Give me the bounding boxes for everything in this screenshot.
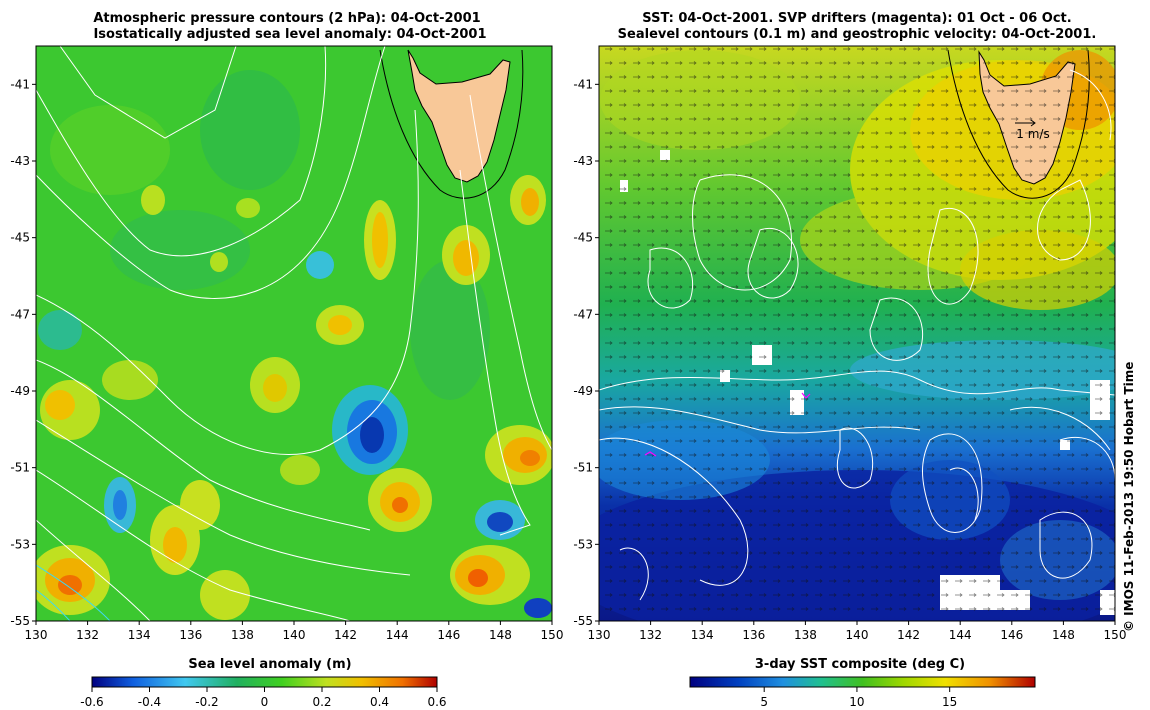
left-lon-tick-label: 136 [179,628,202,642]
right-lat-tick-label: -51 [573,461,593,475]
velocity-scale: 1 m/s [1015,119,1050,141]
sst-colorbar-tick-label: 5 [760,695,768,709]
right-lat-axis: -41 -43 -45 -47 -49 -51 -53 -55 [573,77,599,628]
left-colorbar-label: Sea level anomaly (m) [188,657,351,672]
left-lat-tick-label: -53 [10,537,30,551]
left-lon-tick-label: 132 [76,628,99,642]
left-lat-tick-label: -49 [10,384,30,398]
left-title-line2: Isostatically adjusted sea level anomaly… [93,27,486,42]
right-lat-tick-label: -55 [573,614,593,628]
left-lon-tick-label: 134 [128,628,151,642]
left-lon-tick-label: 144 [386,628,409,642]
right-lon-tick-label: 134 [691,628,714,642]
right-lon-tick-label: 132 [639,628,662,642]
right-lon-tick-label: 138 [794,628,817,642]
right-lat-tick-label: -43 [573,154,593,168]
sla-colorbar-tick-label: -0.6 [80,695,103,709]
sla-colorbar-tick-label: -0.4 [138,695,161,709]
left-lon-axis: 130 132 134 136 138 140 142 144 146 148 150 [25,621,564,642]
sla-colorbar-ticks: -0.6 -0.4 -0.2 0 0.2 0.4 0.6 [80,687,447,709]
right-lon-axis: 130 132 134 136 138 140 142 144 146 148 150 [588,621,1127,642]
scale-arrow-label: 1 m/s [1016,127,1049,141]
left-lon-tick-label: 138 [231,628,254,642]
right-lon-tick-label: 130 [588,628,611,642]
sla-colorbar-tick-label: 0.6 [427,695,446,709]
right-lat-tick-label: -53 [573,537,593,551]
right-panel: SST: 04-Oct-2001. SVP drifters (magenta)… [573,11,1136,709]
right-lon-tick-label: 148 [1052,628,1075,642]
sst-colorbar-tick-label: 10 [849,695,864,709]
sla-colorbar-tick-label: 0 [261,695,269,709]
left-lat-tick-label: -41 [10,77,30,91]
left-lat-tick-label: -45 [10,231,30,245]
left-lat-axis: -41 -43 -45 -47 -49 -51 -53 -55 [10,77,36,628]
right-colorbar-label: 3-day SST composite (deg C) [755,657,965,672]
right-lon-tick-label: 146 [1000,628,1023,642]
right-lon-tick-label: 136 [742,628,765,642]
sla-colorbar-tick-label: 0.4 [370,695,389,709]
right-title-line1: SST: 04-Oct-2001. SVP drifters (magenta)… [642,11,1071,26]
sla-colorbar-tick-label: 0.2 [312,695,331,709]
sea-level-anomaly-map [36,46,552,621]
left-title-line1: Atmospheric pressure contours (2 hPa): 0… [93,11,480,26]
left-lon-tick-label: 142 [334,628,357,642]
left-lat-tick-label: -55 [10,614,30,628]
right-lat-tick-label: -47 [573,307,593,321]
left-lon-tick-label: 140 [283,628,306,642]
left-panel: Atmospheric pressure contours (2 hPa): 0… [10,11,563,709]
right-lat-tick-label: -45 [573,231,593,245]
left-lon-tick-label: 150 [541,628,564,642]
sst-colorbar-tick-label: 15 [942,695,957,709]
right-lon-tick-label: 142 [897,628,920,642]
sla-colorbar [91,676,438,688]
right-lon-tick-label: 150 [1104,628,1127,642]
left-lon-tick-label: 130 [25,628,48,642]
right-lon-tick-label: 144 [949,628,972,642]
sst-map: 1 m/s [599,46,1115,621]
left-lat-tick-label: -51 [10,461,30,475]
left-lat-tick-label: -47 [10,307,30,321]
right-lat-tick-label: -49 [573,384,593,398]
sla-colorbar-tick-label: -0.2 [195,695,218,709]
left-lat-tick-label: -43 [10,154,30,168]
right-lon-tick-label: 140 [846,628,869,642]
right-lat-tick-label: -41 [573,77,593,91]
imos-credit: © IMOS 11-Feb-2013 19:50 Hobart Time [1122,362,1136,632]
sst-colorbar [689,676,1036,688]
right-title-line2: Sealevel contours (0.1 m) and geostrophi… [618,27,1097,42]
left-lon-tick-label: 146 [437,628,460,642]
left-lon-tick-label: 148 [489,628,512,642]
sst-colorbar-ticks: 5 10 15 [760,687,957,709]
